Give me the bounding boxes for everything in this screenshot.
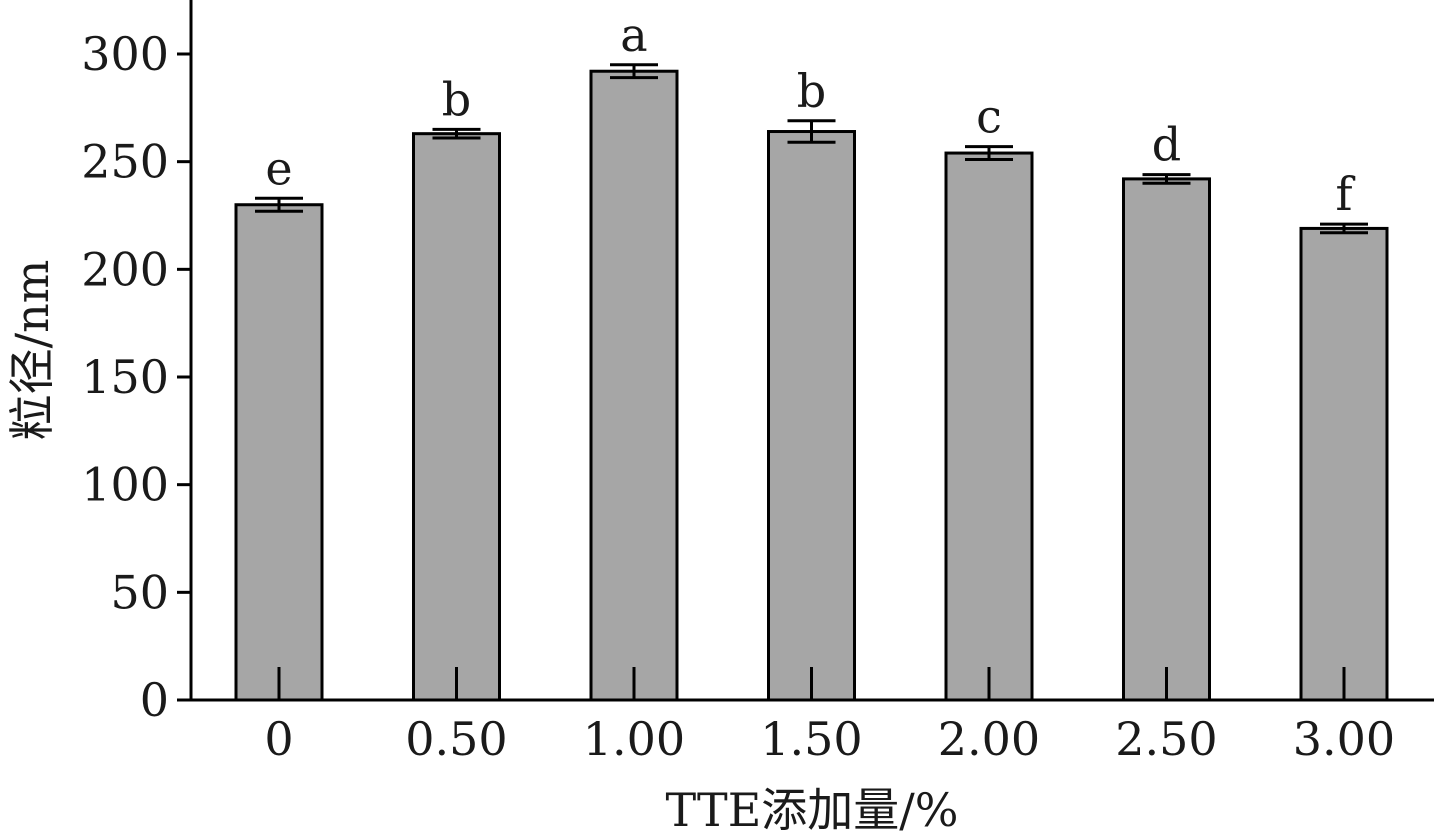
significance-label: e (265, 141, 292, 195)
significance-label: f (1335, 167, 1355, 221)
y-tick-label: 300 (81, 27, 169, 81)
significance-label: c (976, 90, 1002, 144)
bar (589, 69, 679, 702)
x-tick-label: 2.00 (938, 712, 1040, 766)
y-tick-label: 150 (81, 350, 169, 404)
y-axis-title: 粒径/nm (5, 260, 59, 441)
significance-label: a (620, 8, 647, 62)
significance-label: b (442, 72, 471, 126)
bar (234, 203, 324, 702)
x-tick-label: 0.50 (405, 712, 507, 766)
x-tick-label: 3.00 (1293, 712, 1395, 766)
y-tick-label: 250 (81, 135, 169, 189)
bar (1299, 226, 1389, 702)
y-ticks-group: 0 50 100 150 200 250 300 (81, 27, 191, 727)
y-tick-label: 100 (81, 458, 169, 512)
significance-labels-group: e b a b c d f (265, 8, 1355, 221)
y-tick-label: 0 (140, 673, 169, 727)
bars-group (234, 69, 1389, 702)
bar (767, 130, 856, 702)
x-tick-label: 2.50 (1115, 712, 1217, 766)
x-tick-label: 0 (264, 712, 293, 766)
y-tick-label: 50 (110, 565, 169, 619)
error-bars-group (255, 63, 1368, 235)
bar (1122, 177, 1211, 702)
bar (944, 151, 1034, 702)
x-ticks-group: 0 0.50 1.00 1.50 2.00 2.50 3.00 (264, 667, 1395, 766)
x-tick-label: 1.50 (760, 712, 862, 766)
x-tick-label: 1.00 (583, 712, 685, 766)
significance-label: d (1152, 118, 1181, 172)
x-axis-title: TTE添加量/% (665, 783, 958, 836)
bar (412, 132, 501, 702)
y-tick-label: 200 (81, 242, 169, 296)
significance-label: b (797, 64, 826, 118)
